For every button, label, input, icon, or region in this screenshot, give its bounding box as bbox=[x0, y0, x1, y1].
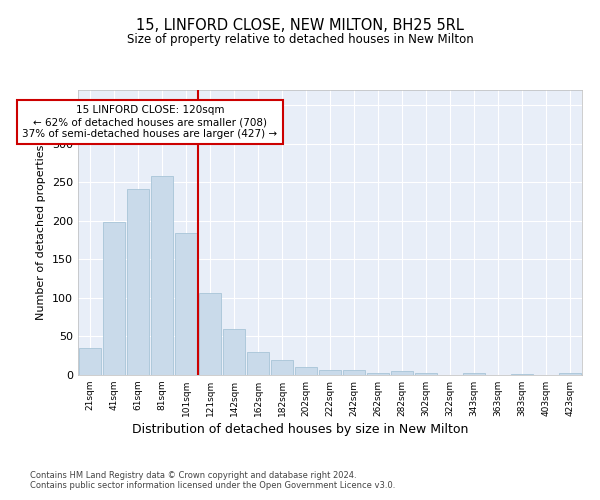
Text: Size of property relative to detached houses in New Milton: Size of property relative to detached ho… bbox=[127, 32, 473, 46]
Bar bbox=[319, 370, 341, 375]
Bar bbox=[247, 352, 269, 375]
Text: 15, LINFORD CLOSE, NEW MILTON, BH25 5RL: 15, LINFORD CLOSE, NEW MILTON, BH25 5RL bbox=[136, 18, 464, 32]
Bar bbox=[367, 372, 389, 375]
Bar bbox=[463, 374, 485, 375]
Bar bbox=[511, 374, 533, 375]
Y-axis label: Number of detached properties: Number of detached properties bbox=[37, 145, 46, 320]
Bar bbox=[79, 348, 101, 375]
Bar bbox=[271, 360, 293, 375]
Bar bbox=[175, 234, 197, 375]
Bar bbox=[295, 368, 317, 375]
Bar bbox=[343, 370, 365, 375]
Bar bbox=[127, 188, 149, 375]
Bar bbox=[103, 222, 125, 375]
Bar bbox=[151, 176, 173, 375]
Bar bbox=[223, 329, 245, 375]
Text: Contains HM Land Registry data © Crown copyright and database right 2024.
Contai: Contains HM Land Registry data © Crown c… bbox=[30, 470, 395, 490]
Bar bbox=[559, 374, 581, 375]
Text: Distribution of detached houses by size in New Milton: Distribution of detached houses by size … bbox=[132, 424, 468, 436]
Text: 15 LINFORD CLOSE: 120sqm
← 62% of detached houses are smaller (708)
37% of semi-: 15 LINFORD CLOSE: 120sqm ← 62% of detach… bbox=[22, 106, 278, 138]
Bar bbox=[199, 292, 221, 375]
Bar bbox=[391, 371, 413, 375]
Bar bbox=[415, 374, 437, 375]
